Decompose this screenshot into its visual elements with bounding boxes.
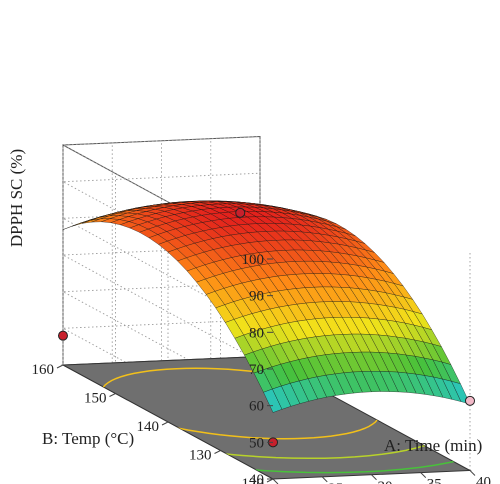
temp-axis-label: B: Temp (°C) bbox=[42, 429, 134, 448]
z-tick-label: 90 bbox=[249, 289, 264, 305]
design-point bbox=[465, 395, 475, 406]
temp-tick-label: 140 bbox=[137, 419, 160, 435]
temp-tick-label: 150 bbox=[84, 391, 107, 407]
design-points bbox=[58, 207, 475, 448]
z-tick-label: 100 bbox=[242, 252, 265, 268]
temp-tick-labels: 120 130 140 150 160 bbox=[32, 362, 274, 484]
time-tick-mark bbox=[420, 472, 427, 478]
temp-tick-label: 120 bbox=[242, 476, 265, 484]
z-axis-label: DPPH SC (%) bbox=[7, 149, 26, 247]
time-tick-mark bbox=[469, 470, 476, 476]
temp-tick-label: 130 bbox=[189, 448, 212, 464]
time-tick-mark bbox=[272, 478, 279, 484]
time-axis-label: A: Time (min) bbox=[384, 436, 482, 455]
temp-tick-mark bbox=[109, 393, 116, 397]
response-surface bbox=[62, 200, 471, 413]
time-tick-mark bbox=[371, 474, 377, 481]
z-tick-labels: 40 50 60 70 80 90 100 bbox=[242, 252, 273, 484]
temp-tick-label: 160 bbox=[32, 362, 55, 378]
time-tick-mark bbox=[321, 476, 328, 483]
z-tick-label: 60 bbox=[249, 399, 264, 415]
temp-tick-mark bbox=[56, 364, 64, 369]
z-tick-label: 70 bbox=[249, 362, 264, 378]
z-tick-label: 40 bbox=[249, 472, 264, 484]
temp-tick-mark bbox=[266, 478, 274, 483]
z-tick-label: 50 bbox=[249, 435, 264, 451]
design-point bbox=[235, 207, 246, 218]
z-tick-label: 80 bbox=[249, 325, 264, 341]
time-tick-label: 40 bbox=[476, 475, 491, 484]
time-tick-label: 35 bbox=[427, 477, 442, 484]
temp-tick-mark bbox=[161, 421, 169, 426]
design-point bbox=[58, 330, 68, 341]
time-tick-label: 25 bbox=[328, 481, 343, 484]
contour-line bbox=[63, 356, 457, 460]
time-tick-label: 30 bbox=[378, 479, 393, 484]
temp-tick-mark bbox=[214, 450, 221, 454]
